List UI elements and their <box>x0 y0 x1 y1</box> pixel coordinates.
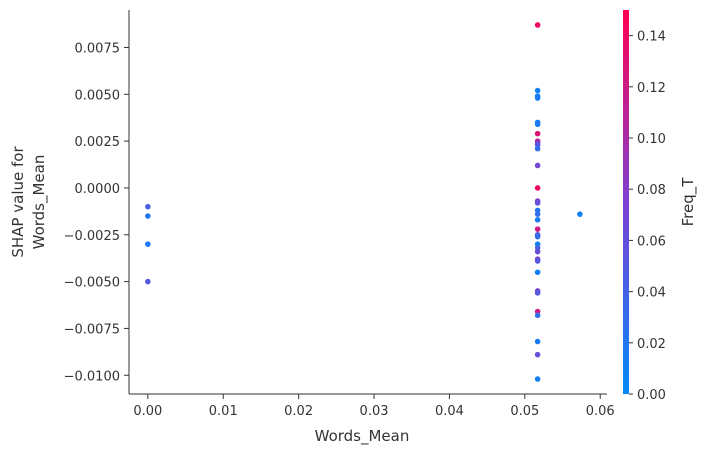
colorbar-tick-label: 0.00 <box>637 388 666 403</box>
y-tick-label: −0.0100 <box>64 369 120 384</box>
x-tick-label: 0.04 <box>435 404 464 419</box>
y-tick-label: 0.0075 <box>75 41 121 56</box>
colorbar-tick-label: 0.06 <box>637 234 666 249</box>
scatter-point <box>534 22 541 28</box>
x-tick-label: 0.00 <box>133 404 162 419</box>
scatter-point <box>534 121 541 128</box>
scatter-point <box>534 162 541 169</box>
scatter-point <box>145 241 151 247</box>
scatter-point <box>534 216 541 223</box>
colorbar-ticks: 0.00 0.02 0.04 0.06 0.08 0.10 0.12 0.14 <box>629 30 666 403</box>
scatter-point <box>534 185 541 191</box>
colorbar: 0.00 0.02 0.04 0.06 0.08 0.10 0.12 0.14 Freq_T <box>623 10 698 403</box>
scatter-point <box>534 200 541 206</box>
scatter-point <box>534 226 541 232</box>
colorbar-tick-label: 0.04 <box>637 286 666 301</box>
colorbar-label: Freq_T <box>679 177 698 227</box>
y-tick-label: −0.0075 <box>64 322 120 337</box>
y-tick-label: 0.0025 <box>75 135 121 150</box>
colorbar-tick-label: 0.14 <box>637 30 666 45</box>
scatter-point <box>534 269 541 276</box>
x-tick-label: 0.01 <box>209 404 238 419</box>
scatter-point <box>534 145 541 152</box>
x-tick-label: 0.02 <box>284 404 313 419</box>
scatter-point <box>145 213 151 219</box>
scatter-point <box>534 95 541 101</box>
x-tick-label: 0.03 <box>360 404 389 419</box>
y-axis-label-line-1: SHAP value for <box>9 146 27 258</box>
y-tick-label: 0.0000 <box>75 182 121 197</box>
x-axis-ticks: 0.00 0.01 0.02 0.03 0.04 0.05 0.06 <box>133 394 615 419</box>
x-tick-label: 0.06 <box>586 404 615 419</box>
colorbar-tick-label: 0.12 <box>637 81 666 96</box>
scatter-point <box>534 258 541 264</box>
scatter-point <box>534 312 541 319</box>
x-tick-label: 0.05 <box>510 404 539 419</box>
colorbar-tick-label: 0.10 <box>637 132 666 147</box>
scatter-point <box>534 338 541 345</box>
scatter-point <box>534 87 541 94</box>
scatter-point <box>534 376 541 382</box>
plot-area: 0.00 0.01 0.02 0.03 0.04 0.05 0.06 0.0075 0.005… <box>64 10 615 419</box>
scatter-point <box>534 233 541 240</box>
scatter-point <box>577 211 583 217</box>
scatter-points <box>145 22 583 382</box>
colorbar-gradient <box>623 10 629 394</box>
y-axis-label: SHAP value for Words_Mean <box>9 146 49 258</box>
scatter-point <box>534 248 541 255</box>
y-axis-ticks: 0.0075 0.0050 0.0025 0.0000 −0.0025 −0.0050 −0… <box>64 41 129 384</box>
y-tick-label: −0.0050 <box>64 276 120 291</box>
y-tick-label: −0.0025 <box>64 229 120 244</box>
x-axis-label: Words_Mean <box>315 427 410 446</box>
scatter-point <box>534 211 541 217</box>
y-axis-label-line-2: Words_Mean <box>30 155 49 250</box>
colorbar-tick-label: 0.08 <box>637 183 666 198</box>
scatter-point <box>534 351 541 358</box>
scatter-point <box>534 290 541 296</box>
colorbar-tick-label: 0.02 <box>637 337 666 352</box>
scatter-point <box>145 203 151 210</box>
scatter-point <box>534 130 541 137</box>
scatter-point <box>145 278 151 285</box>
y-tick-label: 0.0050 <box>75 88 121 103</box>
